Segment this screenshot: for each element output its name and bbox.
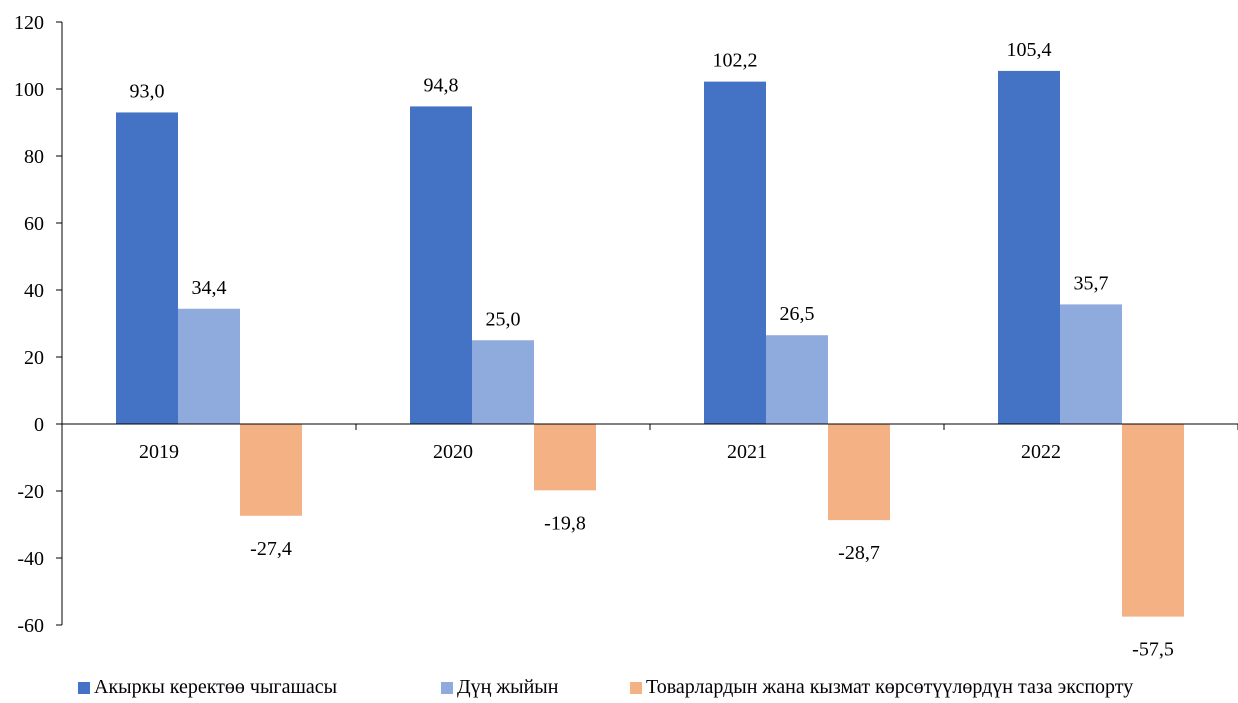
bar [766,335,828,424]
y-tick-label: -40 [17,548,44,570]
data-label: 93,0 [130,80,165,102]
bar [1122,424,1184,617]
legend-swatch-consumption [78,681,90,694]
data-label: 25,0 [486,308,521,330]
legend: Акыркы керектөө чыгашасы Дүң жыйын Товар… [0,676,1238,700]
y-tick-label: 60 [24,213,44,235]
data-label: 105,4 [1007,39,1052,61]
data-label: 26,5 [780,303,815,325]
bar [1060,304,1122,424]
bar [178,308,240,424]
legend-label-net-export: Товарлардын жана кызмат көрсөтүүлөрдүн т… [646,676,1134,698]
data-label: 35,7 [1074,272,1109,294]
legend-item-net-export: Товарлардын жана кызмат көрсөтүүлөрдүн т… [630,676,1133,699]
bar [828,424,890,521]
bar [472,340,534,424]
bar [534,424,596,491]
legend-swatch-net-export [630,681,642,694]
legend-item-investment: Дүң жыйын [441,676,558,699]
y-tick-label: 120 [14,12,44,34]
bar [998,70,1060,424]
bar [116,112,178,424]
bar [704,81,766,424]
data-label: 34,4 [192,277,227,299]
x-tick-label: 2019 [139,441,179,463]
data-label: 102,2 [713,50,758,72]
data-label: 94,8 [424,74,459,96]
bar [240,424,302,516]
y-tick-label: 0 [34,414,44,436]
legend-item-consumption: Акыркы керектөө чыгашасы [78,676,337,699]
data-label: -57,5 [1132,639,1174,661]
legend-label-investment: Дүң жыйын [457,676,559,698]
y-tick-label: -20 [17,481,44,503]
y-tick-label: 100 [14,79,44,101]
x-tick-label: 2021 [727,441,767,463]
bar [410,106,472,425]
y-tick-label: 40 [24,280,44,302]
chart-canvas: -60 -40 -20 0 20 40 60 80 100 120 93,0 34,4 -27,4 201… [14,12,1238,661]
legend-label-consumption: Акыркы керектөө чыгашасы [94,676,338,698]
data-label: -27,4 [250,538,292,560]
x-tick-label: 2022 [1021,441,1061,463]
data-label: -28,7 [838,542,880,564]
y-tick-label: -60 [17,615,44,637]
x-tick-label: 2020 [433,441,473,463]
y-tick-label: 80 [24,146,44,168]
data-label: -19,8 [544,512,586,534]
legend-swatch-investment [441,681,453,694]
y-tick-label: 20 [24,347,44,369]
